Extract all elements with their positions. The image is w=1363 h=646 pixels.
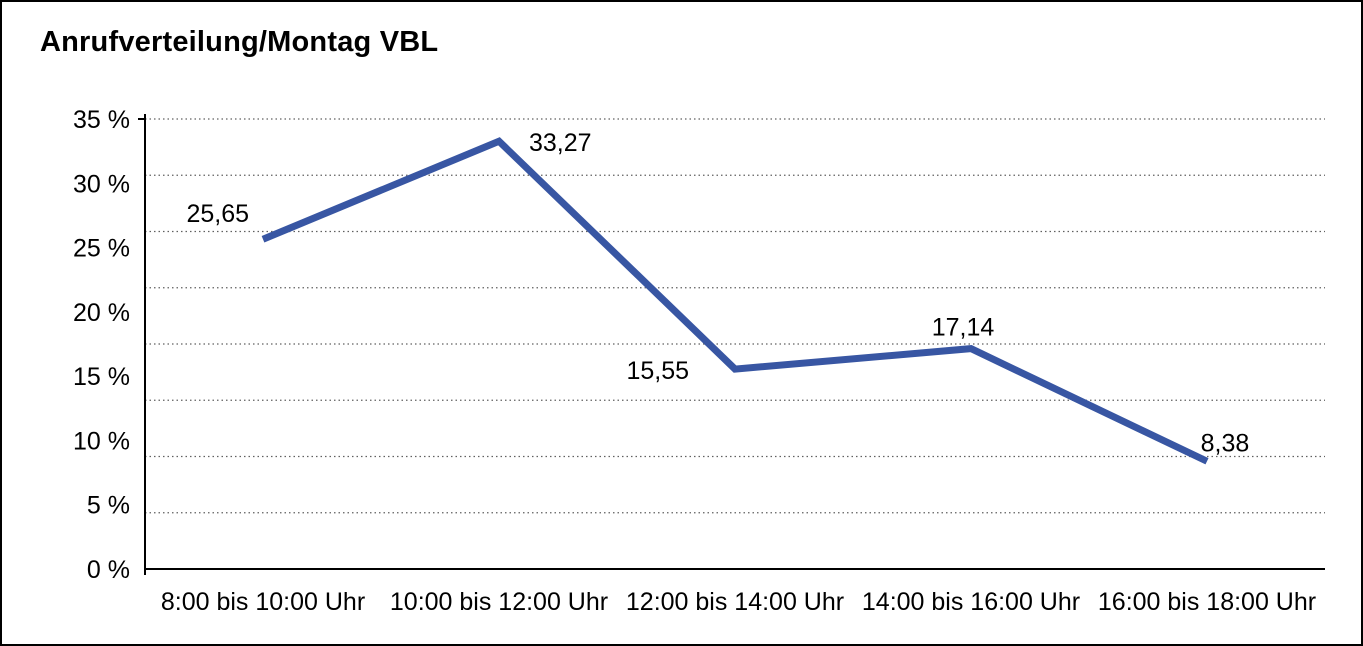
data-label: 17,14 (932, 314, 995, 342)
data-label: 15,55 (626, 357, 689, 385)
y-tick-label: 10 % (73, 427, 130, 455)
y-tick-label: 0 % (87, 556, 130, 584)
x-tick-label: 8:00 bis 10:00 Uhr (161, 588, 365, 616)
data-label: 8,38 (1201, 429, 1250, 457)
y-tick-label: 15 % (73, 363, 130, 391)
data-label: 33,27 (529, 129, 592, 157)
x-tick-label: 16:00 bis 18:00 Uhr (1098, 588, 1316, 616)
y-tick-label: 30 % (73, 170, 130, 198)
y-tick-label: 5 % (87, 492, 130, 520)
y-tick-label: 25 % (73, 235, 130, 263)
x-tick-label: 12:00 bis 14:00 Uhr (626, 588, 844, 616)
data-label: 25,65 (186, 200, 249, 228)
x-tick-label: 14:00 bis 16:00 Uhr (862, 588, 1080, 616)
chart-title: Anrufverteilung/Montag VBL (40, 26, 439, 58)
y-tick-label: 35 % (73, 106, 130, 134)
data-line (261, 137, 1209, 465)
x-tick-label: 10:00 bis 12:00 Uhr (390, 588, 608, 616)
y-tick-label: 20 % (73, 299, 130, 327)
